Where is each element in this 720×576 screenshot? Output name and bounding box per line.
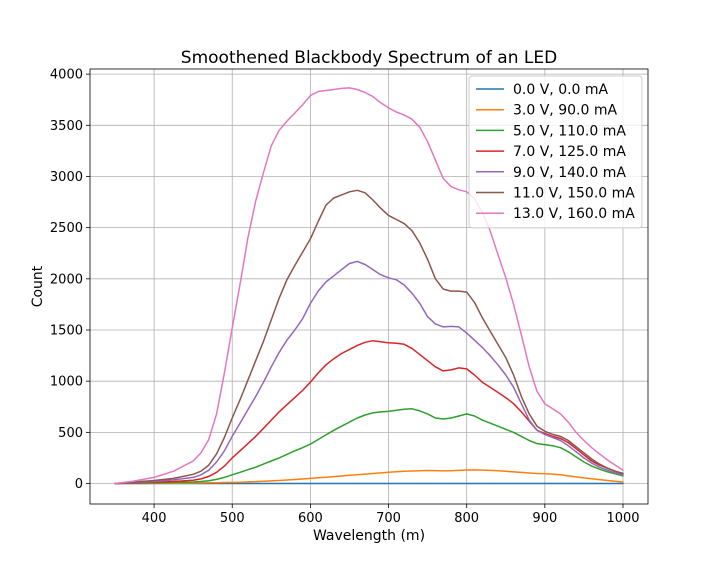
- chart-title: Smoothened Blackbody Spectrum of an LED: [181, 48, 557, 68]
- y-tick-label: 2000: [50, 272, 83, 287]
- x-axis-label: Wavelength (m): [313, 528, 425, 544]
- x-tick-label: 900: [532, 511, 557, 526]
- x-tick-label: 700: [376, 511, 401, 526]
- series-layer: [114, 87, 624, 485]
- legend: 0.0 V, 0.0 mA 3.0 V, 90.0 mA 5.0 V, 110.0 …: [468, 75, 643, 229]
- ticks: 400 500 600 700 800 900 1000 0 500 1000 1500 2000 25…: [50, 68, 640, 526]
- x-tick-label: 500: [220, 511, 245, 526]
- y-tick-label: 3500: [50, 119, 83, 134]
- legend-label: 9.0 V, 140.0 mA: [513, 165, 626, 181]
- y-tick-label: 3000: [50, 170, 83, 185]
- series-line-3: [114, 408, 624, 485]
- y-tick-label: 4000: [50, 68, 83, 83]
- series-line-4: [114, 339, 624, 485]
- legend-label: 0.0 V, 0.0 mA: [513, 82, 609, 98]
- series-line-2: [114, 469, 624, 485]
- y-tick-label: 1000: [50, 375, 83, 390]
- legend-label: 7.0 V, 125.0 mA: [513, 144, 626, 160]
- series-line-6: [114, 189, 624, 485]
- legend-label: 3.0 V, 90.0 mA: [513, 103, 617, 119]
- legend-label: 5.0 V, 110.0 mA: [513, 123, 626, 139]
- series-line-7: [114, 87, 624, 485]
- y-tick-label: 1500: [50, 324, 83, 339]
- x-tick-label: 600: [298, 511, 323, 526]
- x-tick-label: 1000: [606, 511, 639, 526]
- y-tick-label: 0: [75, 477, 83, 492]
- y-axis-label: Count: [30, 265, 46, 307]
- x-tick-label: 400: [142, 511, 167, 526]
- legend-label: 13.0 V, 160.0 mA: [513, 206, 635, 222]
- y-tick-label: 500: [58, 426, 83, 441]
- series-line-5: [114, 260, 624, 485]
- legend-label: 11.0 V, 150.0 mA: [513, 186, 635, 202]
- legend-box: [468, 75, 643, 229]
- x-tick-label: 800: [454, 511, 479, 526]
- plot-frame: [89, 68, 649, 505]
- y-tick-label: 2500: [50, 221, 83, 236]
